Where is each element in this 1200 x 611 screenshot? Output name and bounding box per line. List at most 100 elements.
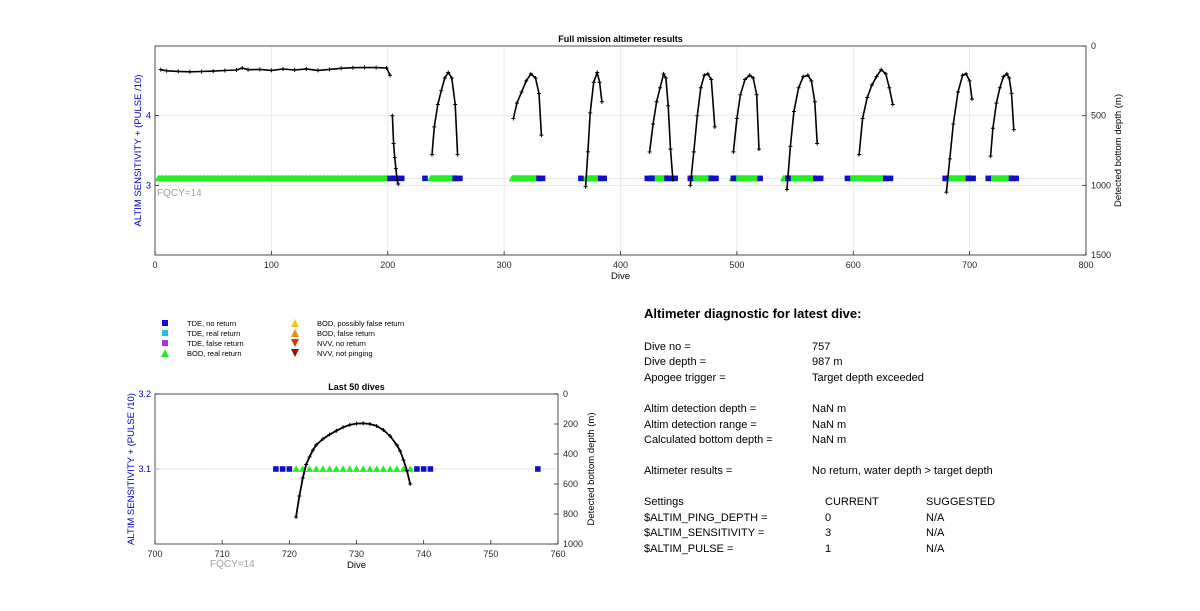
legend-item-nvv-not-pinging: NVV, not pinging [290, 348, 373, 358]
depth-point [651, 122, 656, 127]
depth-point [257, 67, 262, 72]
depth-point [788, 144, 793, 149]
tde-no-return-marker [390, 175, 397, 182]
tde-no-return-marker [457, 175, 463, 182]
tde-no-return-marker [813, 175, 819, 182]
depth-point [988, 154, 993, 159]
depth-point [994, 101, 999, 106]
depth-point [439, 88, 444, 93]
settings-header: Settings [644, 496, 684, 508]
depth-series-line [858, 68, 894, 155]
x-tick-label: 500 [729, 260, 744, 270]
depth-point [890, 102, 895, 107]
tde-no-return-marker [601, 175, 608, 182]
depth-point [1007, 76, 1012, 81]
depth-point [698, 85, 703, 90]
depth-point [339, 66, 344, 71]
depth-point [453, 102, 458, 107]
depth-point [435, 102, 440, 107]
x-tick-label: 700 [962, 260, 977, 270]
legend-label: BOD, real return [187, 348, 242, 358]
tde-no-return-marker [1013, 175, 1019, 182]
tde-no-return-marker [965, 175, 972, 182]
depth-series-line [431, 71, 459, 155]
x-tick-label: 700 [147, 549, 162, 559]
altim-detection-range-value: NaN m [812, 419, 847, 431]
depth-point [1009, 91, 1014, 96]
setting-current: 0 [825, 512, 832, 524]
tde-no-return-marker [452, 175, 459, 182]
depth-series-line [945, 73, 973, 193]
bod-real-return-marker [366, 465, 374, 472]
y-left-axis-label: ALTIM SENSITIVITY + (PULSE /10) [126, 393, 137, 545]
tde-no-return-marker [757, 175, 763, 182]
depth-point [519, 89, 524, 94]
depth-series-line [989, 73, 1015, 157]
bod-possibly-false-marker [291, 319, 299, 327]
depth-point [158, 67, 163, 72]
depth-point [292, 67, 297, 72]
tde-no-return-marker [420, 466, 427, 472]
depth-point [784, 187, 789, 192]
bod-real-return-marker [406, 465, 414, 472]
y-left-tick-label: 3.1 [138, 464, 151, 474]
depth-point [1001, 74, 1006, 79]
depth-point [408, 482, 413, 486]
depth-point [883, 71, 888, 76]
depth-point [743, 77, 748, 82]
depth-point [658, 85, 663, 90]
depth-series-line [689, 73, 716, 186]
bod-real-return-marker [305, 465, 314, 472]
depth-point [812, 99, 817, 104]
tde-no-return-marker [887, 175, 894, 182]
depth-point [240, 66, 245, 71]
depth-point [964, 71, 969, 76]
depth-point [297, 494, 302, 498]
depth-point [388, 434, 393, 438]
setting-current: 1 [825, 543, 832, 555]
legend-item-tde-false-return: TDE, false return [160, 338, 244, 348]
depth-point [391, 141, 396, 146]
bod-real-return-marker [399, 465, 408, 472]
setting-name: $ALTIM_SENSITIVITY = [644, 527, 765, 539]
depth-point [599, 99, 604, 104]
dive-depth-value: 987 m [812, 356, 843, 368]
depth-point [705, 71, 710, 76]
depth-point [176, 69, 181, 74]
tde-no-return-marker [985, 175, 992, 182]
depth-point [281, 66, 286, 71]
tde-no-return-marker [422, 175, 428, 182]
chart-title: Last 50 dives [328, 382, 385, 392]
depth-point [947, 156, 952, 161]
depth-point [734, 116, 739, 121]
depth-point [449, 76, 454, 81]
depth-point [751, 76, 756, 81]
chart-title: Full mission altimeter results [558, 34, 683, 44]
depth-point [524, 78, 529, 83]
y-right-tick-label: 500 [1091, 111, 1106, 121]
depth-point [304, 66, 309, 71]
depth-point [731, 149, 736, 154]
tde-no-return-marker [387, 175, 393, 182]
depth-point [815, 141, 820, 146]
dive-no-label: Dive no = [644, 341, 691, 353]
y-left-tick-label: 3 [146, 180, 151, 190]
depth-point [967, 78, 972, 83]
depth-point [395, 177, 400, 182]
x-tick-label: 0 [152, 260, 157, 270]
tde-no-return-marker [414, 466, 420, 472]
depth-point [666, 103, 671, 108]
altim-detection-depth-value: NaN m [812, 403, 847, 415]
depth-point [314, 443, 319, 447]
tde-no-return-marker [649, 175, 655, 182]
y-left-axis-label: ALTIM SENSITIVITY + (PULSE /10) [133, 75, 144, 227]
depth-point [398, 449, 403, 453]
depth-point [869, 83, 874, 88]
calculated-bottom-depth-value: NaN m [812, 434, 847, 446]
depth-point [756, 147, 761, 152]
tde-no-return-marker [708, 175, 715, 182]
tde-real-return-marker [162, 330, 168, 336]
depth-series-line [786, 74, 818, 190]
bod-real-return-marker [393, 465, 401, 472]
depth-point [164, 68, 169, 73]
